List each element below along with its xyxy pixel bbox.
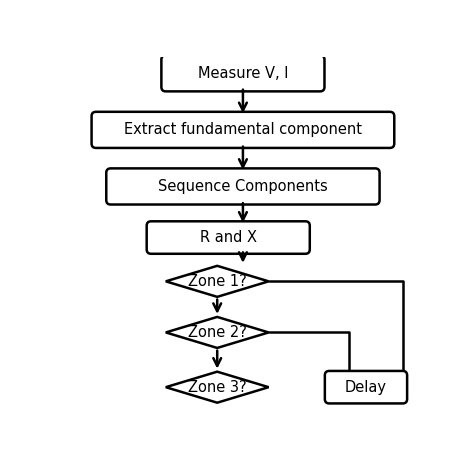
FancyBboxPatch shape xyxy=(146,221,310,254)
Text: Measure V, I: Measure V, I xyxy=(198,66,288,81)
Text: Zone 1?: Zone 1? xyxy=(188,274,246,289)
Text: R and X: R and X xyxy=(200,230,257,245)
FancyBboxPatch shape xyxy=(161,55,325,91)
Polygon shape xyxy=(166,266,269,297)
Text: Zone 3?: Zone 3? xyxy=(188,380,246,395)
Text: Delay: Delay xyxy=(345,380,387,395)
FancyBboxPatch shape xyxy=(325,371,407,403)
FancyBboxPatch shape xyxy=(91,112,394,148)
FancyBboxPatch shape xyxy=(106,168,380,204)
Text: Zone 2?: Zone 2? xyxy=(188,325,246,340)
Text: Extract fundamental component: Extract fundamental component xyxy=(124,122,362,137)
Polygon shape xyxy=(166,317,269,348)
Text: Sequence Components: Sequence Components xyxy=(158,179,328,194)
Polygon shape xyxy=(166,372,269,403)
